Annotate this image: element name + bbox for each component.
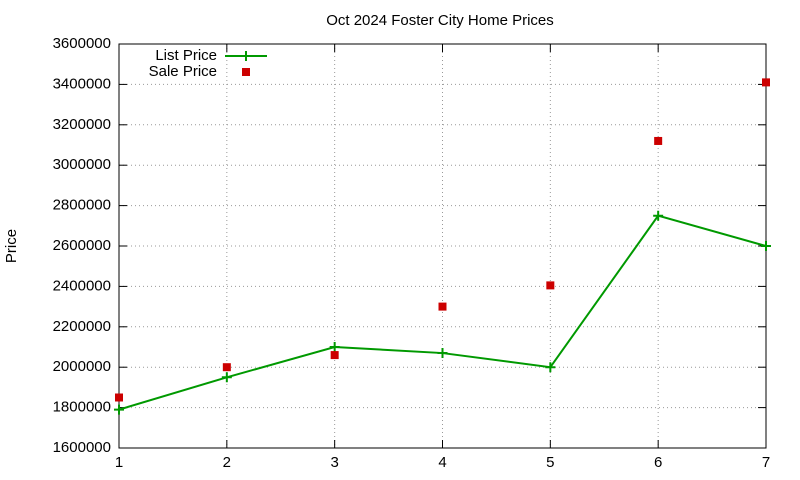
point [330,351,339,360]
x-tick-label: 4 [438,454,446,471]
point [221,372,232,383]
point [546,281,555,290]
x-tick-label: 1 [115,454,123,471]
y-tick-label: 2600000 [53,237,111,254]
point [115,393,123,402]
y-tick-label: 3000000 [53,156,111,173]
y-tick-label: 2400000 [53,277,111,294]
point [329,342,340,352]
x-tick-label: 5 [546,454,554,471]
y-tick-label: 3200000 [53,116,111,133]
x-tick-label: 6 [654,454,662,471]
y-tick-label: 2800000 [53,197,111,214]
x-tick-label: 2 [223,454,231,471]
point [653,210,664,221]
legend-label: Sale Price [149,63,217,80]
y-tick-label: 1800000 [53,399,111,416]
legend-swatch [241,51,251,61]
legend-swatch [242,68,250,76]
y-tick-label: 2200000 [53,318,111,335]
chart-title: Oct 2024 Foster City Home Prices [326,12,554,29]
point [222,363,231,372]
y-tick-label: 2000000 [53,358,111,375]
point [761,241,771,251]
point [654,136,663,145]
y-tick-label: 3600000 [53,35,111,52]
y-tick-label: 1600000 [53,439,111,456]
x-tick-label: 3 [330,454,338,471]
y-tick-label: 3400000 [53,75,111,92]
point [438,302,447,311]
point [762,78,770,87]
point [545,362,556,373]
point [114,404,124,415]
legend-label: List Price [155,47,217,64]
x-tick-label: 7 [762,454,770,471]
point [437,348,448,359]
y-axis-label: Price [3,229,20,263]
